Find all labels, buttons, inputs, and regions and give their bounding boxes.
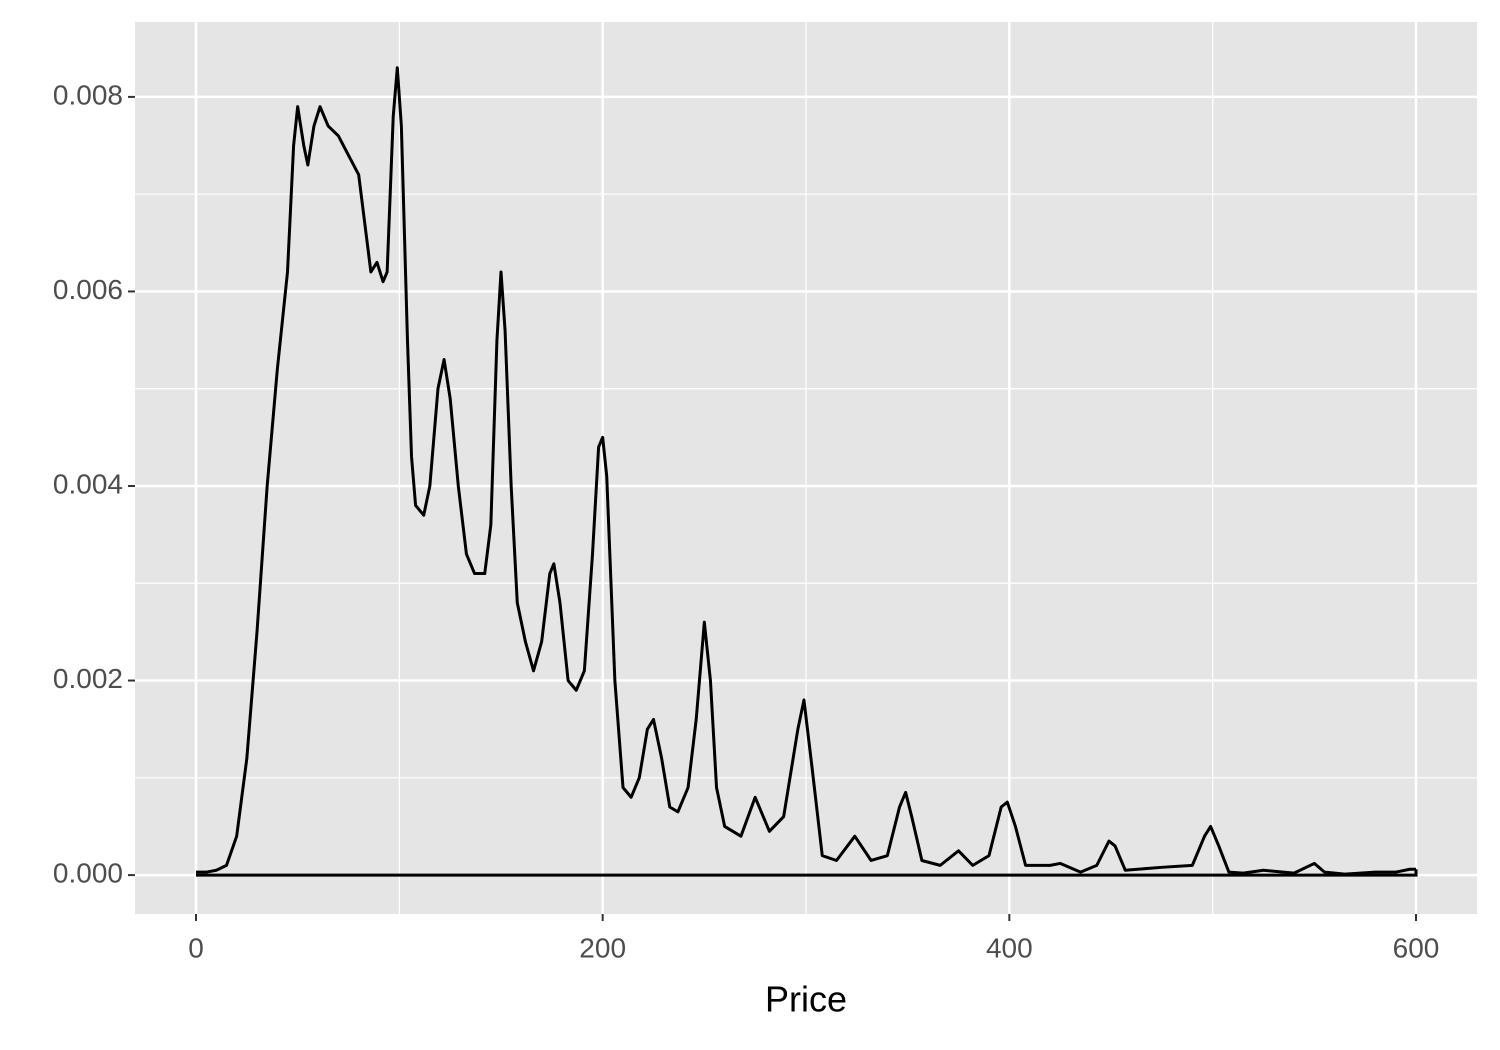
y-tick-label: 0.002 — [53, 663, 123, 694]
y-tick-label: 0.006 — [53, 274, 123, 305]
density-baseline — [196, 869, 1418, 877]
x-tick-label: 200 — [579, 932, 626, 963]
x-tick-label: 0 — [188, 932, 204, 963]
y-tick-label: 0.004 — [53, 468, 123, 499]
x-tick-label: 600 — [1393, 932, 1440, 963]
y-tick-label: 0.000 — [53, 857, 123, 888]
x-axis-title: Price — [765, 979, 847, 1020]
y-tick-label: 0.008 — [53, 79, 123, 110]
density-line — [196, 66, 1416, 876]
x-tick-label: 400 — [986, 932, 1033, 963]
